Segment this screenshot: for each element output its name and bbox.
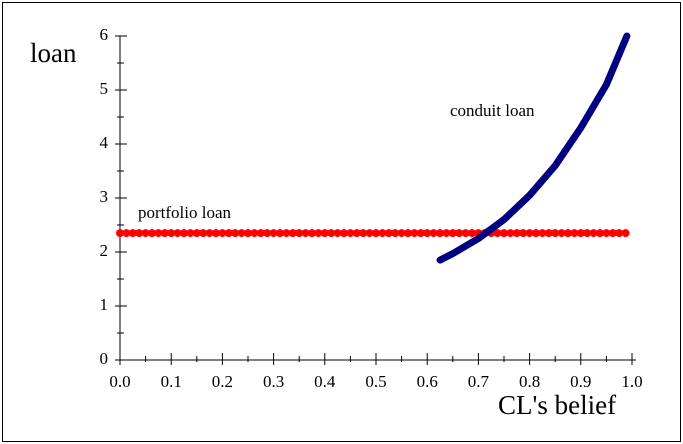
x-tick-label: 0.3 <box>263 372 284 391</box>
series-label: conduit loan <box>450 101 535 120</box>
x-tick-label: 0.7 <box>468 372 490 391</box>
x-tick-label: 1.0 <box>621 372 642 391</box>
x-tick-label: 0.9 <box>570 372 591 391</box>
y-axis-title: loan <box>30 38 77 68</box>
series-line <box>436 32 631 264</box>
y-tick-label: 2 <box>100 241 109 260</box>
series-label: portfolio loan <box>138 203 232 222</box>
y-tick-label: 0 <box>100 349 109 368</box>
x-tick-label: 0.6 <box>417 372 438 391</box>
x-tick-label: 0.0 <box>109 372 130 391</box>
x-tick-label: 0.4 <box>314 372 336 391</box>
y-tick-label: 4 <box>100 133 109 152</box>
x-tick-label: 0.8 <box>519 372 540 391</box>
x-tick-label: 0.2 <box>212 372 233 391</box>
y-tick-label: 5 <box>100 79 109 98</box>
y-tick-label: 6 <box>100 25 109 44</box>
y-tick-label: 3 <box>100 187 109 206</box>
x-tick-label: 0.5 <box>365 372 386 391</box>
y-tick-label: 1 <box>100 295 109 314</box>
x-axis-title: CL's belief <box>498 390 616 420</box>
x-tick-label: 0.1 <box>161 372 182 391</box>
